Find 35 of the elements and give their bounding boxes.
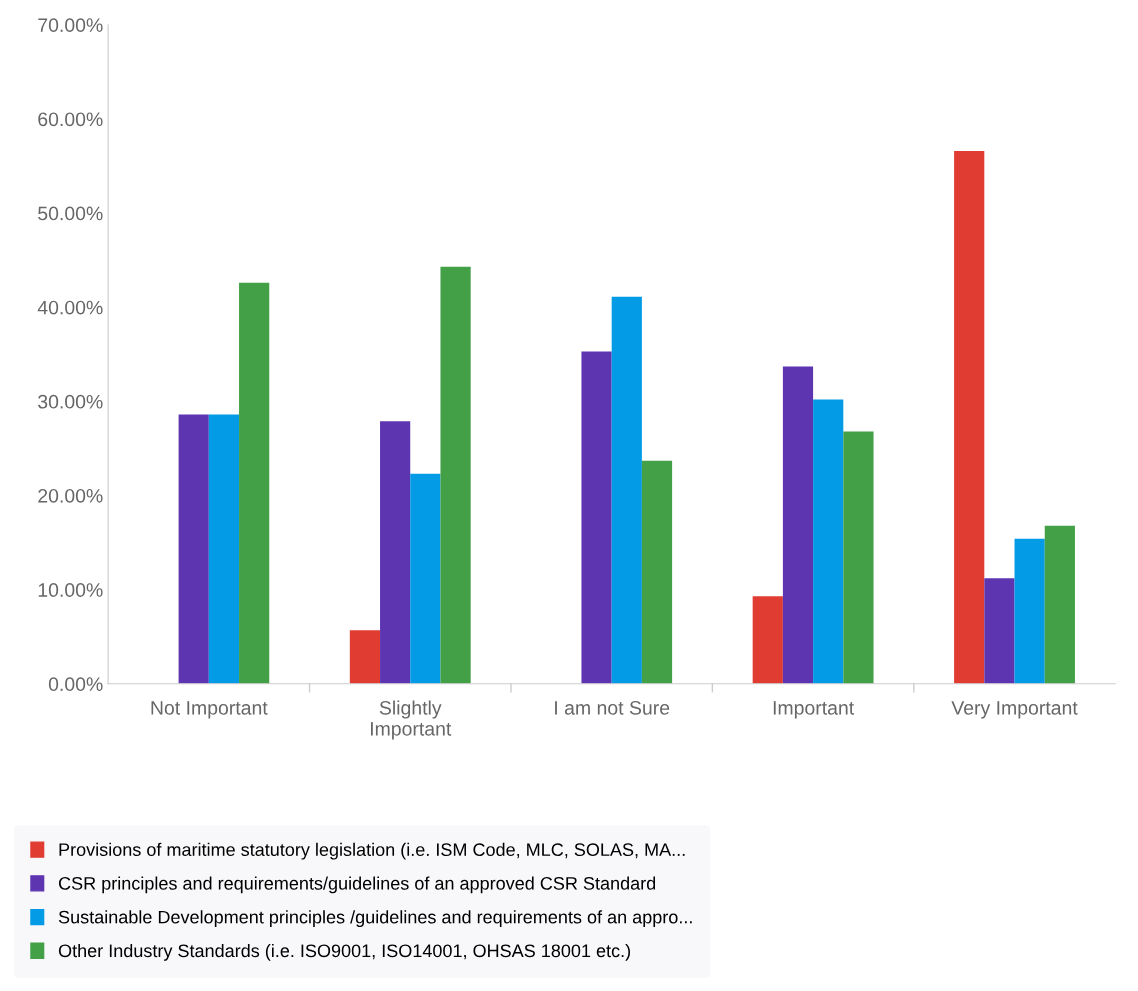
y-tick-label: 10.00%: [38, 583, 103, 597]
legend-label: CSR principles and requirements/guidelines of an approved CSR Standard: [58, 876, 656, 894]
bar: [239, 282, 270, 684]
legend-label: Sustainable Development principles /guidelines and requirements of an appro...: [58, 910, 692, 928]
x-tick-label: Slightly Important: [370, 700, 452, 740]
y-tick-label: 20.00%: [38, 488, 103, 503]
legend-label: Provisions of maritime statutory legislation (i.e. ISM Code, MLC, SOLAS, MA...: [59, 842, 685, 860]
x-tick-label: Important: [773, 701, 855, 719]
bar: [984, 578, 1015, 684]
y-tick-label: 50.00%: [38, 206, 103, 221]
y-tick-label: 30.00%: [38, 394, 103, 409]
bar: [440, 266, 471, 684]
y-tick-label: 40.00%: [37, 300, 103, 315]
legend-label: Other Industry Standards (i.e. ISO9001, ISO14001, OHSAS 18001 etc.): [58, 943, 630, 961]
bar: [641, 460, 673, 684]
bar: [1014, 538, 1045, 684]
bar: [178, 414, 209, 684]
bar: [410, 473, 441, 684]
x-tick-label: I am not Sure: [555, 700, 670, 715]
bar: [813, 399, 844, 684]
bar: [349, 630, 381, 684]
bar: [843, 431, 874, 684]
bar: [611, 296, 642, 684]
bar: [1044, 525, 1075, 684]
y-tick-label: 70.00%: [38, 18, 103, 33]
y-tick-label: 0.00%: [48, 677, 103, 692]
bar: [581, 351, 612, 684]
bar: [954, 150, 985, 684]
bar: [208, 414, 240, 684]
bar: [752, 596, 783, 684]
bar: [782, 366, 814, 684]
x-tick-label: Very Important: [951, 701, 1078, 719]
bar: [380, 421, 411, 684]
x-tick-label: Not Important: [151, 701, 268, 719]
y-tick-label: 60.00%: [38, 112, 103, 127]
